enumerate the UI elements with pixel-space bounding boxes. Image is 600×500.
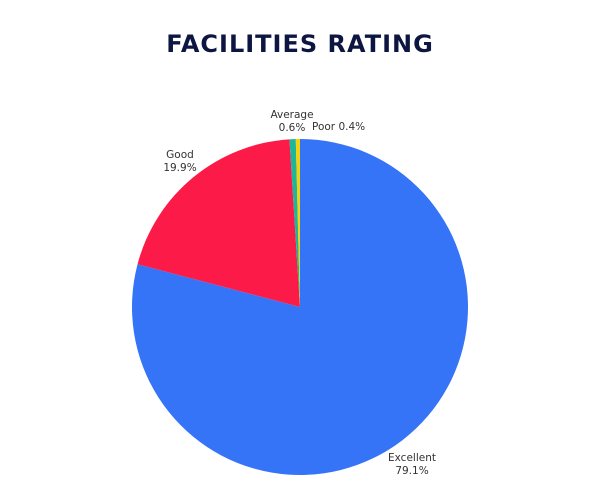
slice-label-average: Average 0.6% (270, 109, 313, 134)
pie-slice-poor (295, 139, 300, 307)
slice-label-value: 79.1% (395, 465, 428, 477)
slice-label-value: 19.9% (163, 162, 196, 174)
slice-label-good: Good 19.9% (163, 149, 196, 174)
chart-title: FACILITIES RATING (166, 30, 434, 58)
pie-slice-excellent (132, 139, 469, 475)
pie-labels: Excellent 79.1%Good 19.9%Average 0.6% Poor 0… (163, 109, 436, 477)
slice-label-name: Average (270, 109, 313, 121)
pie-slice-average (289, 139, 300, 307)
slice-label-name: Excellent (388, 452, 436, 464)
slice-label-poor: Poor 0.4% (312, 121, 365, 133)
pie-slice-good (137, 139, 300, 307)
pie-slices (132, 139, 469, 475)
slice-label-excellent: Excellent 79.1% (388, 452, 436, 477)
slice-label-name: Good (166, 149, 194, 161)
slice-label-value: 0.6% (279, 122, 306, 134)
